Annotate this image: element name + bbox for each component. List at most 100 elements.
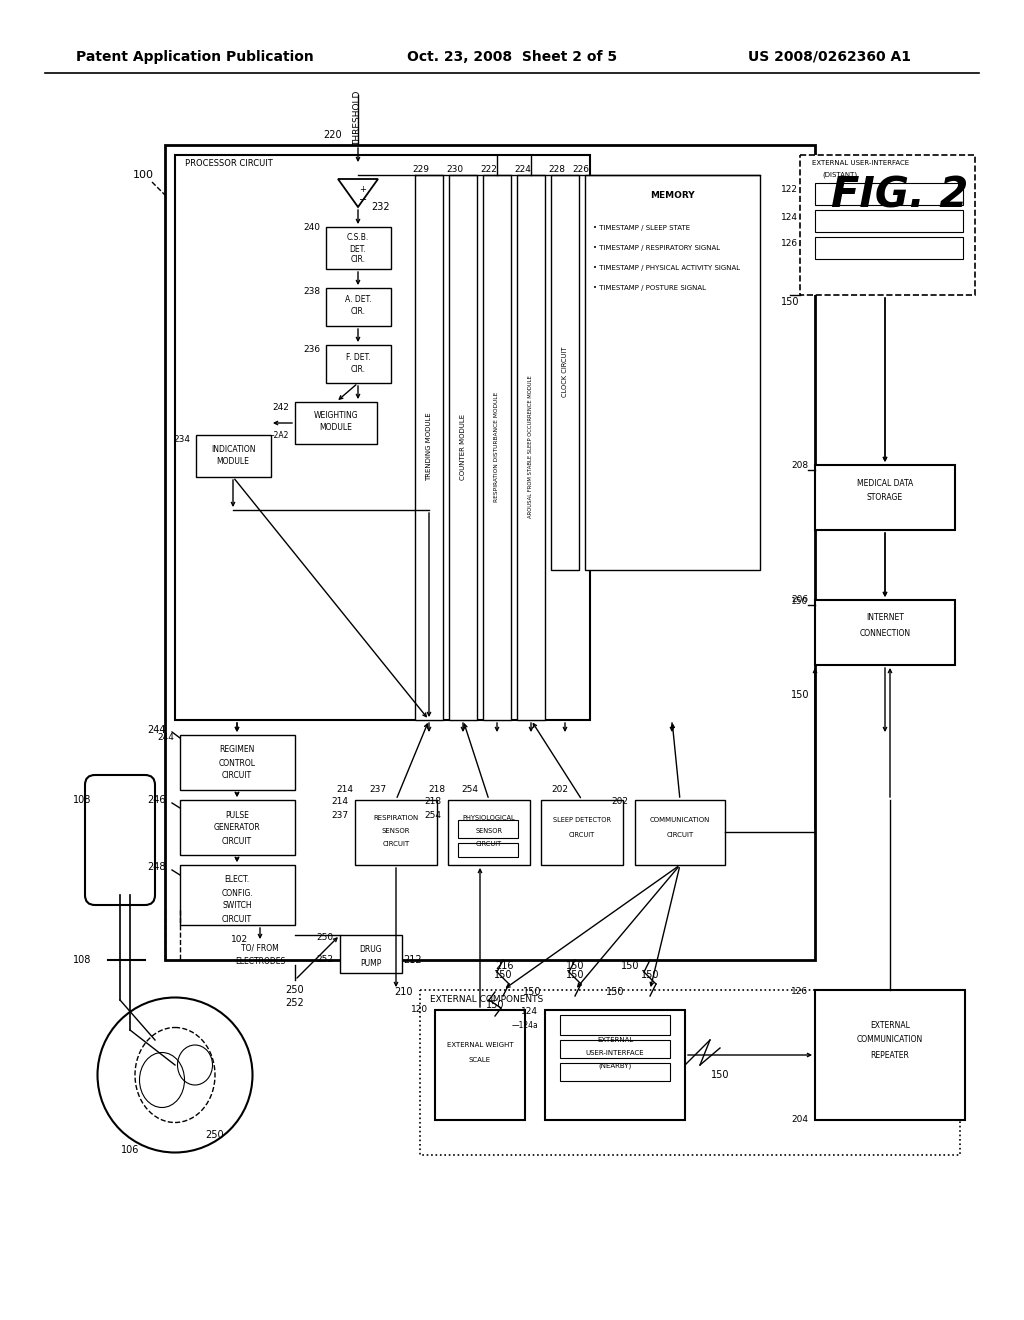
Text: • TIMESTAMP / SLEEP STATE: • TIMESTAMP / SLEEP STATE [593, 224, 690, 231]
Text: 150: 150 [711, 1071, 729, 1080]
Bar [449, 176, 477, 719]
Text: 126: 126 [781, 239, 798, 248]
Text: 150: 150 [780, 297, 800, 308]
Text: SCALE: SCALE [469, 1057, 492, 1063]
Text: 234: 234 [173, 434, 190, 444]
Text: AROUSAL FROM STABLE SLEEP OCCURRENCE MODULE: AROUSAL FROM STABLE SLEEP OCCURRENCE MOD… [528, 376, 534, 519]
Text: 220: 220 [324, 129, 342, 140]
Text: −: − [359, 195, 367, 205]
Text: 242: 242 [272, 403, 289, 412]
Text: FIG. 2: FIG. 2 [831, 174, 969, 216]
Text: 244: 244 [157, 733, 174, 742]
Bar [180, 800, 295, 855]
Text: Oct. 23, 2008  Sheet 2 of 5: Oct. 23, 2008 Sheet 2 of 5 [407, 50, 617, 63]
Text: 150: 150 [791, 598, 808, 606]
Text: CONNECTION: CONNECTION [859, 628, 910, 638]
Text: F. DET.: F. DET. [346, 352, 371, 362]
Bar [175, 154, 590, 719]
Text: PUMP: PUMP [360, 958, 382, 968]
Text: CIR.: CIR. [350, 308, 366, 317]
Text: ELECT.: ELECT. [224, 875, 250, 884]
Bar [545, 1010, 685, 1119]
Bar [635, 800, 725, 865]
Text: TRENDING MODULE: TRENDING MODULE [426, 413, 432, 482]
Text: MODULE: MODULE [216, 457, 250, 466]
Text: 150: 150 [485, 1001, 504, 1010]
Text: 244: 244 [147, 725, 166, 735]
Text: • TIMESTAMP / POSTURE SIGNAL: • TIMESTAMP / POSTURE SIGNAL [593, 285, 706, 290]
Text: WEIGHTING: WEIGHTING [313, 412, 358, 421]
Text: DRUG: DRUG [359, 945, 382, 954]
Text: GENERATOR: GENERATOR [214, 824, 260, 833]
Text: 254: 254 [424, 810, 441, 820]
Bar [458, 843, 518, 857]
Text: CIRCUIT: CIRCUIT [222, 915, 252, 924]
Text: A. DET.: A. DET. [345, 296, 372, 305]
Text: EXTERNAL: EXTERNAL [597, 1038, 633, 1043]
Text: 226: 226 [572, 165, 590, 174]
Text: USER-INTERFACE: USER-INTERFACE [586, 1049, 644, 1056]
Bar [415, 176, 443, 719]
Bar [180, 735, 295, 789]
Bar [420, 990, 961, 1155]
Text: 218: 218 [428, 785, 445, 795]
Text: MEMORY: MEMORY [649, 190, 694, 199]
Text: 250: 250 [206, 1130, 224, 1140]
Text: 150: 150 [641, 970, 659, 979]
Bar [326, 288, 391, 326]
Text: 122: 122 [781, 186, 798, 194]
Text: CONTROL: CONTROL [218, 759, 256, 767]
Text: COMMUNICATION: COMMUNICATION [650, 817, 711, 822]
Text: 250: 250 [286, 985, 304, 995]
Text: CIRCUIT: CIRCUIT [476, 841, 502, 847]
Text: CIR.: CIR. [350, 364, 366, 374]
Text: 238: 238 [303, 288, 319, 297]
Text: CIRCUIT: CIRCUIT [222, 771, 252, 780]
Bar [449, 800, 530, 865]
Text: MEDICAL DATA: MEDICAL DATA [857, 479, 913, 487]
Text: CIR.: CIR. [350, 256, 366, 264]
Text: 206: 206 [791, 595, 808, 605]
Bar [815, 238, 963, 259]
Text: Patent Application Publication: Patent Application Publication [76, 50, 314, 63]
Text: PHYSIOLOGICAL: PHYSIOLOGICAL [463, 814, 515, 821]
Text: 254: 254 [462, 785, 478, 795]
Text: REPEATER: REPEATER [870, 1051, 909, 1060]
Text: 108: 108 [73, 954, 91, 965]
Bar [517, 176, 545, 719]
Bar [800, 154, 975, 294]
Text: CIRCUIT: CIRCUIT [569, 832, 595, 838]
Text: SLEEP DETECTOR: SLEEP DETECTOR [553, 817, 611, 822]
Bar [483, 176, 511, 719]
Text: 210: 210 [394, 987, 413, 997]
Bar [180, 865, 295, 925]
Text: 150: 150 [494, 970, 512, 979]
Text: RESPIRATION DISTURBANCE MODULE: RESPIRATION DISTURBANCE MODULE [495, 392, 500, 502]
Text: 124: 124 [781, 213, 798, 222]
Text: US 2008/0262360 A1: US 2008/0262360 A1 [749, 50, 911, 63]
Text: EXTERNAL COMPONENTS: EXTERNAL COMPONENTS [430, 995, 544, 1005]
Text: CIRCUIT: CIRCUIT [667, 832, 693, 838]
Text: C.S.B.: C.S.B. [347, 234, 369, 243]
Text: 150: 150 [565, 970, 585, 979]
Text: PROCESSOR CIRCUIT: PROCESSOR CIRCUIT [185, 160, 272, 169]
Text: 204: 204 [791, 1115, 808, 1125]
Text: 237: 237 [331, 810, 348, 820]
Text: 232: 232 [372, 202, 390, 213]
Text: 150: 150 [791, 690, 809, 700]
Text: 150: 150 [606, 987, 625, 997]
Text: CIRCUIT: CIRCUIT [382, 841, 410, 847]
Text: 222: 222 [480, 165, 498, 174]
Text: 250: 250 [315, 932, 333, 941]
Text: COUNTER MODULE: COUNTER MODULE [460, 414, 466, 480]
Text: 120: 120 [411, 1006, 428, 1015]
Text: 214: 214 [337, 785, 353, 795]
Text: ELECTRODES: ELECTRODES [234, 957, 285, 966]
Text: 252: 252 [286, 998, 304, 1008]
Text: 246: 246 [147, 795, 166, 805]
Text: 108: 108 [73, 795, 91, 805]
Text: 202: 202 [552, 785, 568, 795]
Bar [165, 145, 815, 960]
Text: 224: 224 [515, 165, 531, 174]
Text: (NEARBY): (NEARBY) [598, 1063, 632, 1069]
